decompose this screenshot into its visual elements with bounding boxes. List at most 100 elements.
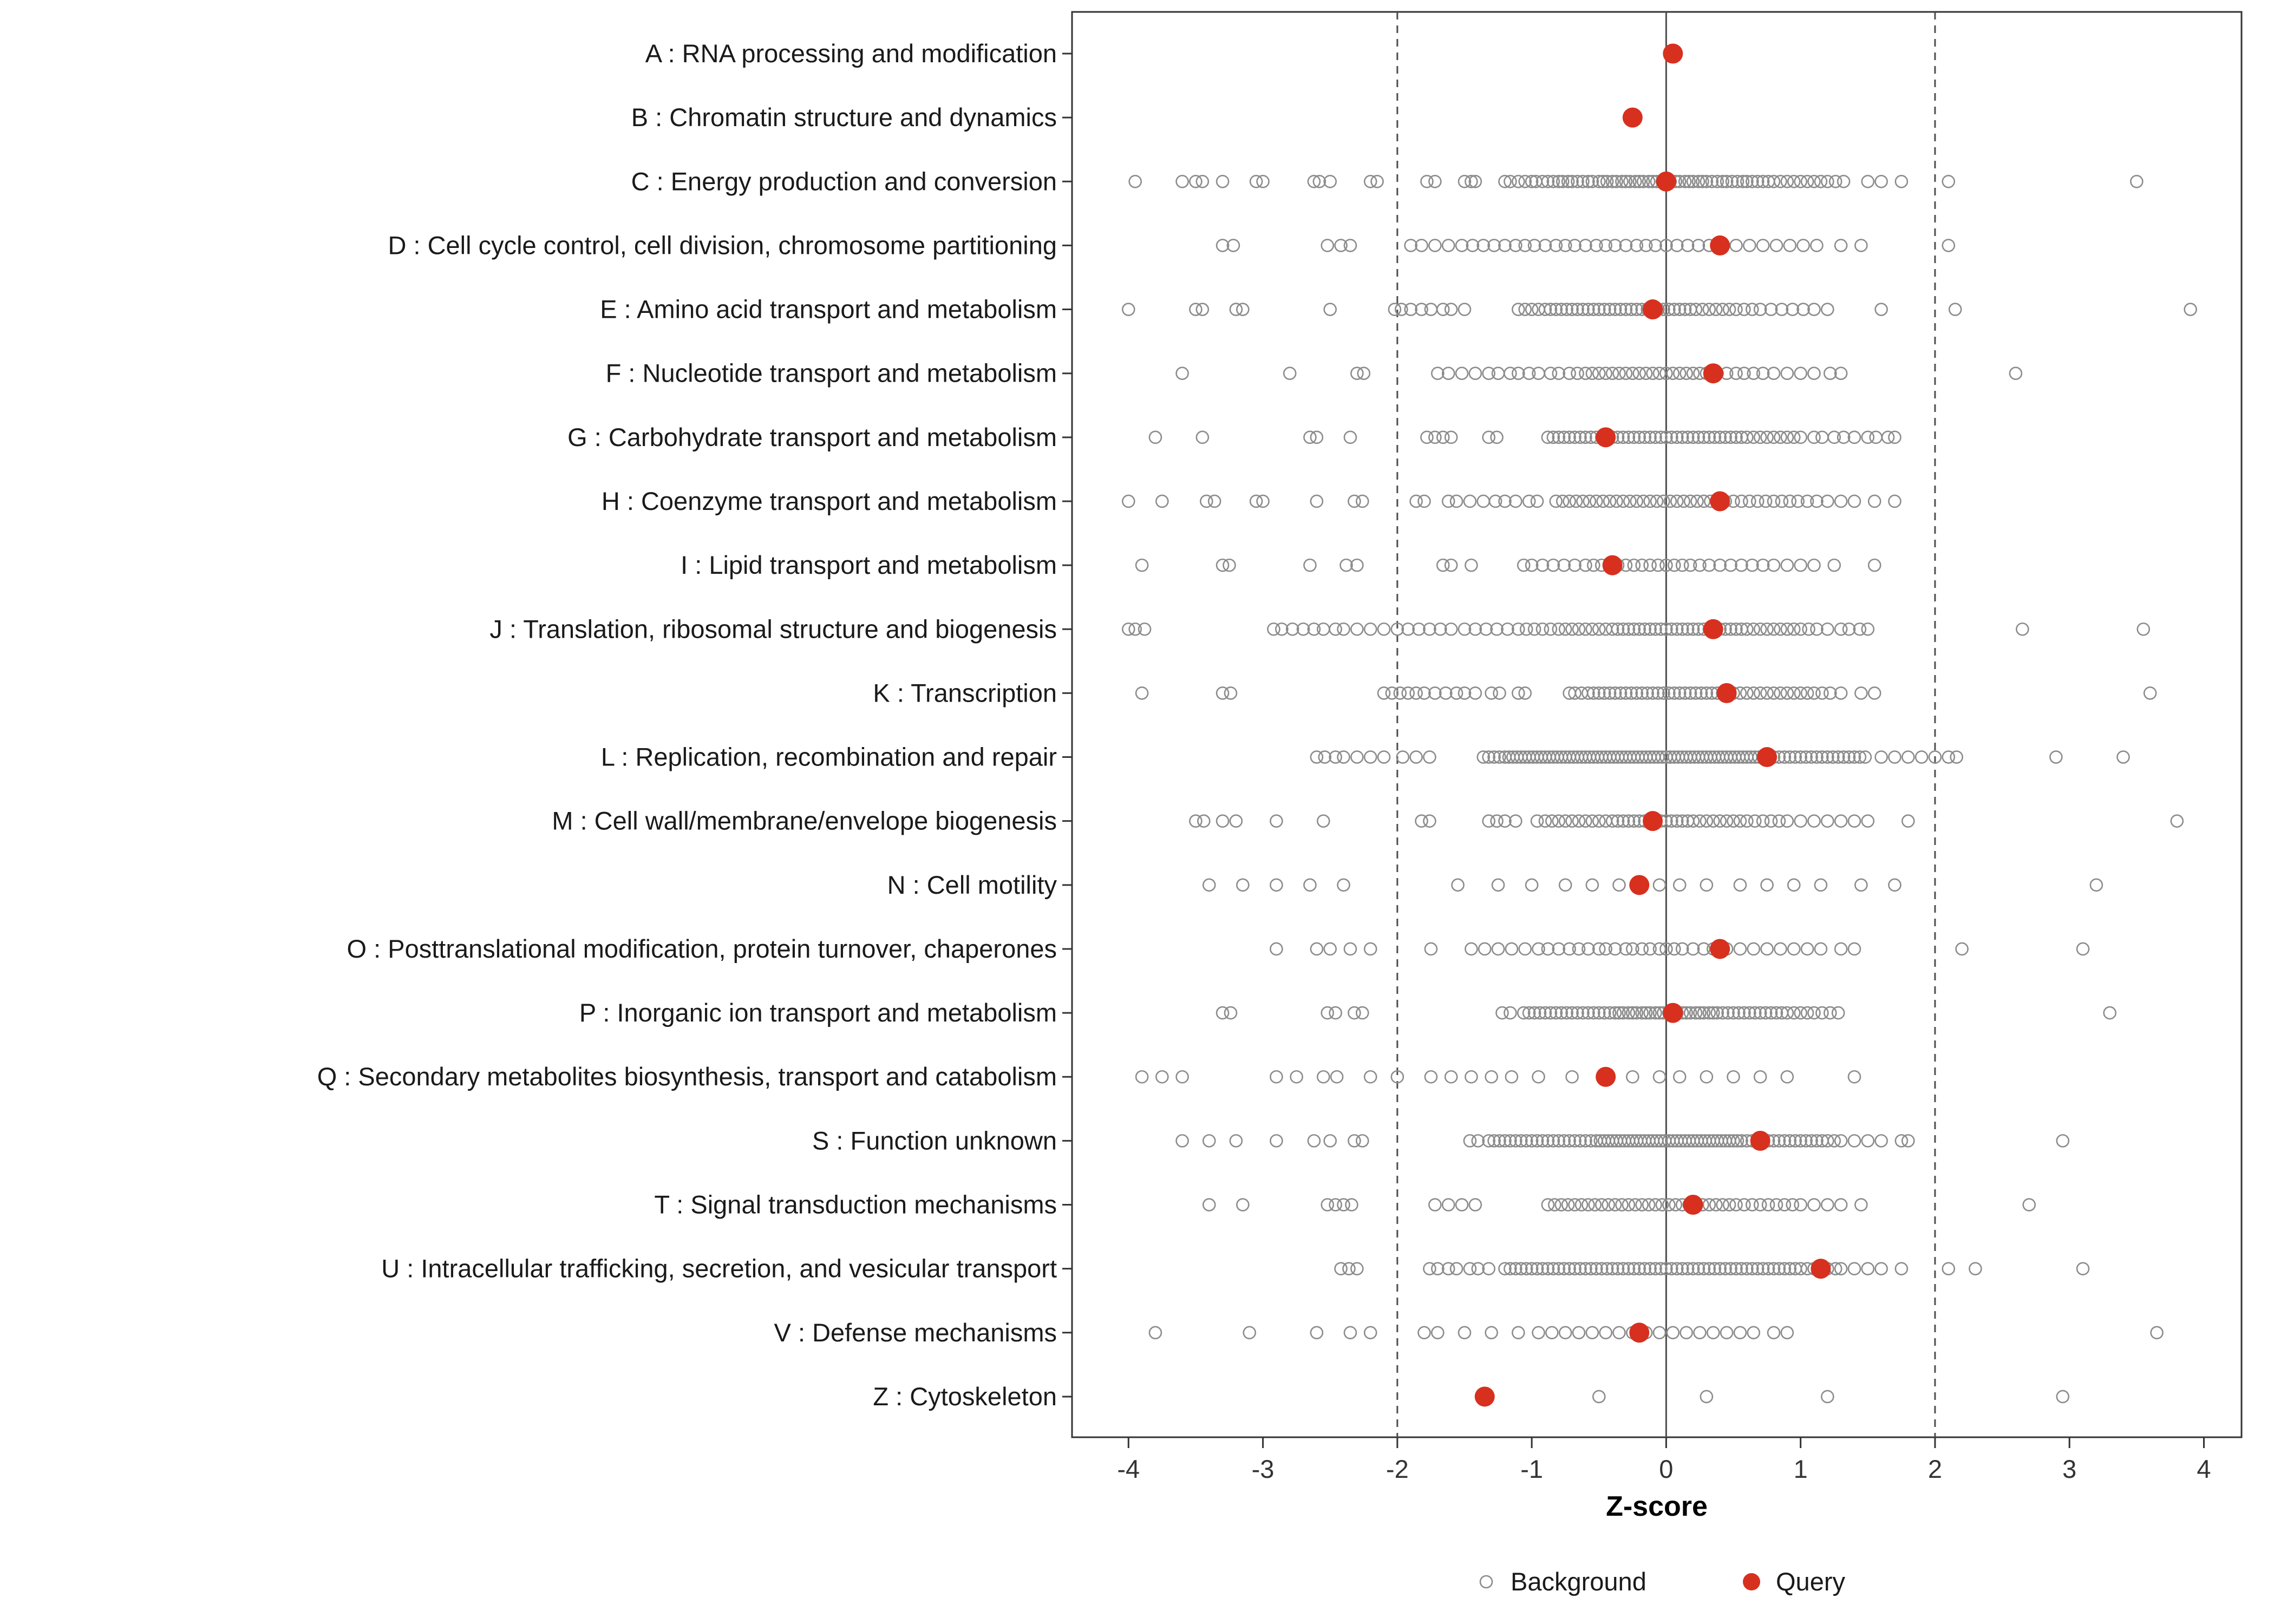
background-point	[1482, 430, 1495, 444]
background-point	[1807, 430, 1821, 444]
plot-panel-border	[1071, 11, 2243, 1438]
background-point	[1155, 494, 1169, 508]
background-point	[1560, 303, 1573, 316]
background-point	[1834, 814, 1848, 828]
background-point	[1552, 430, 1566, 444]
background-point	[1587, 686, 1600, 700]
background-point	[1436, 303, 1450, 316]
background-point	[1592, 814, 1606, 828]
background-point	[1493, 686, 1506, 700]
background-point	[1730, 1134, 1744, 1148]
background-point	[1337, 622, 1350, 636]
background-point	[1630, 494, 1644, 508]
background-point	[1463, 494, 1477, 508]
background-point	[1571, 366, 1584, 381]
background-point	[1821, 494, 1834, 508]
background-point	[1608, 1006, 1622, 1020]
background-point	[1538, 239, 1552, 252]
background-point	[1270, 942, 1283, 956]
background-point	[1597, 303, 1611, 316]
background-point	[1729, 1262, 1743, 1275]
background-point	[1807, 814, 1821, 828]
background-point	[1148, 1326, 1162, 1340]
background-point	[1394, 303, 1408, 316]
background-point	[1249, 174, 1263, 188]
background-point	[1423, 814, 1436, 828]
background-point	[1778, 1198, 1792, 1212]
background-point	[1444, 303, 1458, 316]
background-point	[1458, 686, 1472, 700]
background-point	[1697, 1006, 1711, 1020]
background-point	[1498, 174, 1512, 188]
background-point	[1831, 750, 1845, 764]
background-point	[1778, 750, 1792, 764]
background-point	[1495, 1006, 1509, 1020]
background-point	[1603, 494, 1617, 508]
background-point	[1901, 1134, 1915, 1148]
background-point	[1796, 239, 1810, 252]
background-point	[1285, 622, 1299, 636]
background-point	[1783, 1134, 1797, 1148]
background-point	[1847, 1070, 1861, 1084]
background-point	[1767, 558, 1781, 572]
background-point	[2143, 686, 2157, 700]
background-point	[1557, 1262, 1571, 1275]
background-point	[1649, 622, 1662, 636]
background-point	[1541, 942, 1555, 956]
background-point	[1541, 174, 1555, 188]
background-point	[1641, 686, 1654, 700]
background-point	[1683, 558, 1697, 572]
category-label: E : Amino acid transport and metabolism	[600, 295, 1057, 324]
background-point	[1519, 622, 1533, 636]
background-point	[1498, 494, 1512, 508]
category-label: G : Carbohydrate transport and metabolis…	[567, 423, 1057, 451]
background-point	[1722, 1198, 1736, 1212]
background-point	[1423, 622, 1436, 636]
background-point	[1759, 494, 1773, 508]
background-point	[1780, 1326, 1794, 1340]
background-point	[1874, 750, 1888, 764]
background-point	[1901, 750, 1915, 764]
background-point	[1216, 558, 1230, 572]
background-point	[1611, 622, 1625, 636]
background-point	[1579, 558, 1592, 572]
background-point	[1610, 494, 1623, 508]
background-point	[1613, 686, 1628, 700]
background-point	[1525, 558, 1539, 572]
background-point	[1783, 494, 1797, 508]
background-point	[1675, 430, 1689, 444]
background-point	[1355, 494, 1369, 508]
background-point	[1563, 942, 1576, 956]
background-point	[1874, 174, 1888, 188]
background-point	[1735, 1134, 1748, 1148]
background-point	[1556, 174, 1570, 188]
background-point	[1733, 814, 1747, 828]
background-point	[1627, 814, 1641, 828]
background-point	[1216, 814, 1230, 828]
background-point	[1747, 686, 1761, 700]
background-point	[1874, 303, 1888, 316]
background-point	[1568, 239, 1582, 252]
background-point	[1572, 942, 1586, 956]
background-point	[1842, 750, 1856, 764]
category-label: P : Inorganic ion transport and metaboli…	[579, 998, 1057, 1027]
category-label: L : Replication, recombination and repai…	[601, 743, 1057, 771]
background-point	[1424, 1070, 1438, 1084]
background-point	[1842, 622, 1856, 636]
background-point	[1441, 1262, 1455, 1275]
background-point	[1468, 174, 1482, 188]
background-point	[1409, 750, 1423, 764]
background-point	[1428, 239, 1442, 252]
background-point	[1572, 1326, 1586, 1340]
background-point	[1700, 878, 1714, 892]
background-point	[1861, 814, 1875, 828]
background-point	[1514, 1262, 1528, 1275]
background-point	[1415, 303, 1428, 316]
background-point	[1767, 622, 1781, 636]
x-tick-label: -1	[1520, 1455, 1543, 1483]
background-point	[1769, 1006, 1783, 1020]
background-point	[1428, 686, 1442, 700]
background-point	[1579, 814, 1592, 828]
background-point	[1431, 1262, 1445, 1275]
